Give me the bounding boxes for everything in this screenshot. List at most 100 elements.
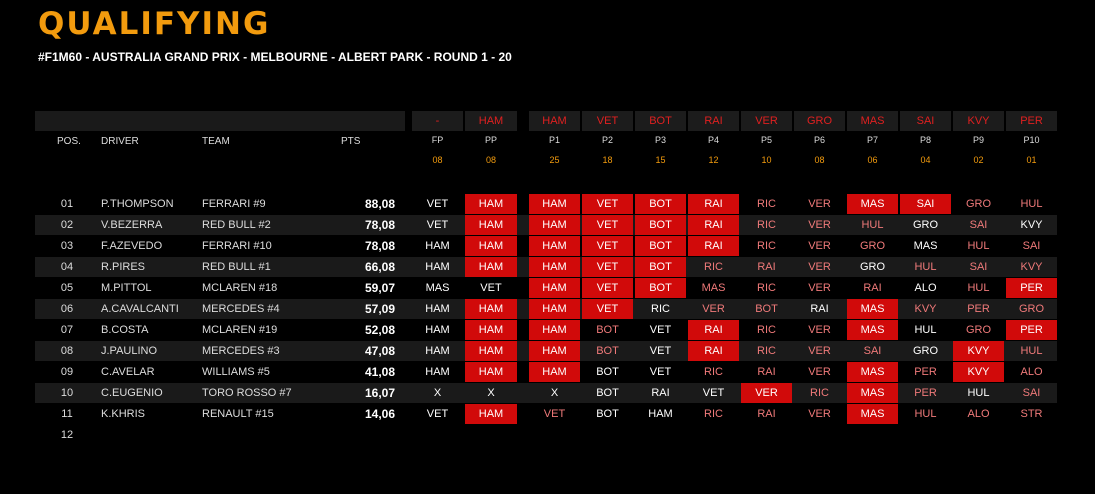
pick-header-points: 01	[1026, 155, 1037, 165]
row-points	[325, 425, 395, 445]
pick-cell: HUL	[1020, 345, 1043, 357]
pick-header-label: P3	[654, 135, 666, 145]
row-driver	[101, 425, 201, 445]
pick-header-points: 12	[708, 155, 719, 165]
table-row[interactable]: 06 A.CAVALCANTI MERCEDES #4 57,09 HAM HAM HAM V…	[35, 299, 1057, 319]
pick-cell: HUL	[967, 282, 990, 294]
pick-header-top: PER	[1006, 111, 1057, 131]
pick-header-label: P5	[760, 135, 772, 145]
pick-cell: PER	[967, 303, 990, 315]
pick-cell: RAI	[757, 366, 776, 378]
col-header-pos: POS.	[57, 136, 81, 147]
row-points: 52,08	[364, 323, 395, 337]
pick-cell: SAI	[1022, 240, 1041, 252]
pick-cell: STR	[1020, 408, 1043, 420]
row-driver: R.PIRES	[101, 261, 146, 273]
pick-cell: ALO	[1020, 366, 1043, 378]
pick-cell: GRO	[859, 240, 886, 252]
pick-cell: HAM	[425, 303, 450, 315]
row-position: 11	[61, 408, 73, 420]
row-points: 14,06	[364, 407, 395, 421]
pick-cell: KVY	[914, 303, 937, 315]
pick-cell: SAI	[900, 194, 951, 214]
pick-cell: HAM	[648, 408, 673, 420]
pick-cell: VER	[702, 303, 725, 315]
pick-cell: BOT	[596, 366, 619, 378]
pick-cell: RAI	[688, 236, 739, 256]
row-position: 08	[60, 345, 74, 357]
row-driver: C.EUGENIO	[101, 387, 163, 399]
pick-cell: VET	[582, 215, 633, 235]
pick-cell: X	[433, 387, 442, 399]
row-points: 59,07	[364, 281, 395, 295]
pick-header-points: 18	[602, 155, 613, 165]
row-team: RENAULT #15	[202, 408, 274, 420]
pick-header-top: SAI	[900, 111, 951, 131]
table-row[interactable]: 08 J.PAULINO MERCEDES #3 47,08 HAM HAM HAM BOT V…	[35, 341, 1057, 361]
table-row[interactable]: 04 R.PIRES RED BULL #1 66,08 HAM HAM HAM VET BOT…	[35, 257, 1057, 277]
pick-header-points: 04	[920, 155, 931, 165]
row-driver: P.THOMPSON	[101, 198, 174, 210]
pick-cell: BOT	[635, 194, 686, 214]
pick-cell: KVY	[1020, 261, 1043, 273]
pick-header-points: 08	[814, 155, 825, 165]
pick-cell: KVY	[953, 341, 1004, 361]
row-points: 66,08	[364, 260, 395, 274]
table-row[interactable]: 07 B.COSTA MCLAREN #19 52,08 HAM HAM HAM BOT VET…	[35, 320, 1057, 340]
row-team: FERRARI #9	[202, 198, 266, 210]
row-driver: V.BEZERRA	[101, 219, 163, 231]
table-row[interactable]: 05 M.PITTOL MCLAREN #18 59,07 MAS VET HAM VET BO…	[35, 278, 1057, 298]
pick-header-label: P8	[919, 135, 931, 145]
row-team: MERCEDES #4	[202, 303, 280, 315]
pick-cell: PER	[1006, 320, 1057, 340]
pick-header-points: 02	[973, 155, 984, 165]
pick-header-points: 08	[432, 155, 443, 165]
row-points: 88,08	[364, 197, 395, 211]
pick-cell: HUL	[967, 240, 990, 252]
table-row[interactable]: 11 K.KHRIS RENAULT #15 14,06 VET HAM VET BOT HAM…	[35, 404, 1057, 424]
table-row[interactable]: 12	[35, 425, 1057, 445]
pick-cell: BOT	[635, 257, 686, 277]
pick-cell: BOT	[635, 215, 686, 235]
pick-cell: BOT	[596, 324, 619, 336]
pick-cell: MAS	[425, 282, 450, 294]
row-position: 04	[60, 261, 74, 273]
pick-cell: ALO	[914, 282, 937, 294]
pick-header-top: VER	[741, 111, 792, 131]
table-row[interactable]: 09 C.AVELAR WILLIAMS #5 41,08 HAM HAM HAM BOT VE…	[35, 362, 1057, 382]
pick-header-label: P1	[548, 135, 560, 145]
table-row[interactable]: 02 V.BEZERRA RED BULL #2 78,08 VET HAM HAM VET B…	[35, 215, 1057, 235]
pick-cell: RIC	[757, 240, 776, 252]
pick-cell: VET	[543, 408, 566, 420]
pick-cell: VET	[582, 278, 633, 298]
table-row[interactable]: 10 C.EUGENIO TORO ROSSO #7 16,07 X X X BOT RAI VE…	[35, 383, 1057, 403]
pick-cell: VET	[582, 236, 633, 256]
table-row[interactable]: 03 F.AZEVEDO FERRARI #10 78,08 HAM HAM HAM VET B…	[35, 236, 1057, 256]
row-team: TORO ROSSO #7	[202, 387, 292, 399]
pick-cell: RAI	[757, 261, 776, 273]
table-row[interactable]: 01 P.THOMPSON FERRARI #9 88,08 VET HAM HAM VET B…	[35, 194, 1057, 214]
pick-cell: KVY	[953, 362, 1004, 382]
pick-cell: RIC	[757, 324, 776, 336]
row-team: FERRARI #10	[202, 240, 272, 252]
col-header-team: TEAM	[202, 136, 230, 147]
pick-cell: VER	[808, 345, 831, 357]
pick-cell: RIC	[757, 282, 776, 294]
pick-cell: RIC	[757, 219, 776, 231]
row-driver: C.AVELAR	[101, 366, 155, 378]
pick-cell: VET	[582, 299, 633, 319]
pick-header-points: 08	[485, 155, 496, 165]
pick-cell: VER	[808, 261, 831, 273]
pick-cell: GRO	[965, 198, 992, 210]
pick-cell: VET	[649, 324, 672, 336]
pick-cell: RAI	[688, 194, 739, 214]
pick-cell: RIC	[704, 366, 723, 378]
pick-cell: VET	[702, 387, 725, 399]
pick-cell: HAM	[529, 194, 580, 214]
pick-header-top: VET	[582, 111, 633, 131]
pick-cell: GRO	[912, 345, 939, 357]
pick-cell: HAM	[529, 215, 580, 235]
pick-cell: HAM	[465, 404, 517, 424]
pick-cell: HAM	[425, 261, 450, 273]
pick-header-top: HAM	[529, 111, 580, 131]
